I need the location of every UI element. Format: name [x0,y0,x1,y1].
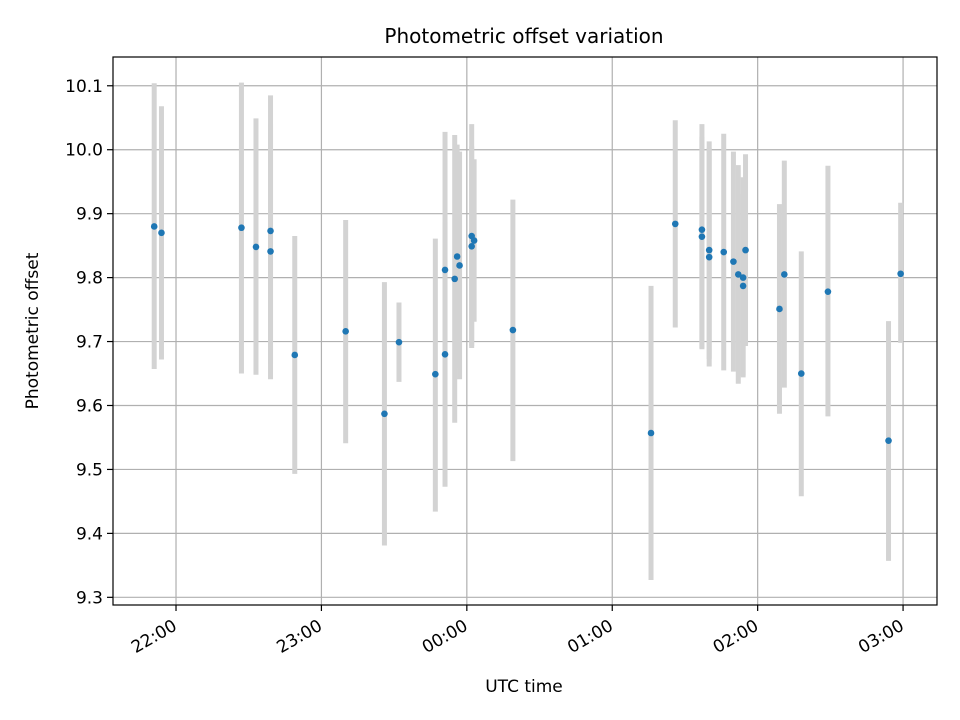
data-point [291,351,299,359]
data-point [705,246,713,254]
y-axis-label: Photometric offset [23,252,43,409]
y-tick-label: 9.6 [76,396,103,416]
y-tick-label: 9.8 [76,269,103,289]
data-point [432,370,439,378]
y-axis-ticks: 9.3 9.4 9.5 9.6 9.7 9.8 9.9 10.0 10.1 [65,77,113,608]
data-point [238,224,245,232]
data-point [647,429,655,437]
data-point [671,220,679,228]
data-point [468,242,475,250]
y-tick-label: 9.3 [76,588,103,608]
data-point [698,226,706,233]
data-point [885,437,892,444]
data-point [739,274,747,281]
data-point [720,248,728,256]
y-tick-label: 9.9 [76,205,103,225]
x-axis-label: UTC time [485,677,563,697]
data-point [705,253,713,261]
data-point [824,288,832,295]
y-tick-label: 9.5 [76,460,103,480]
data-point [381,410,388,418]
data-point [509,326,517,334]
data-point [734,271,742,278]
y-tick-label: 9.7 [76,333,103,353]
data-point [698,233,706,240]
data-point [897,270,904,278]
data-markers [150,220,904,444]
data-point [342,328,349,335]
data-point [776,305,783,313]
data-point [150,223,158,230]
data-point [453,253,461,260]
data-point [456,262,463,269]
data-point [742,246,749,254]
data-point [158,229,165,237]
data-point [730,258,737,265]
data-point [781,271,788,278]
data-point [441,266,449,274]
data-point [470,237,478,244]
data-point [739,282,747,290]
y-tick-label: 9.4 [76,524,103,544]
plot-frame [112,56,938,606]
data-point [395,338,403,346]
y-tick-label: 10.0 [65,141,103,161]
data-point [252,243,260,251]
data-point [267,227,274,235]
y-tick-label: 10.1 [65,77,103,97]
data-point [267,248,274,255]
data-point [797,370,805,377]
chart-title: Photometric offset variation [384,24,663,48]
data-point [451,275,459,283]
data-point [441,351,449,358]
